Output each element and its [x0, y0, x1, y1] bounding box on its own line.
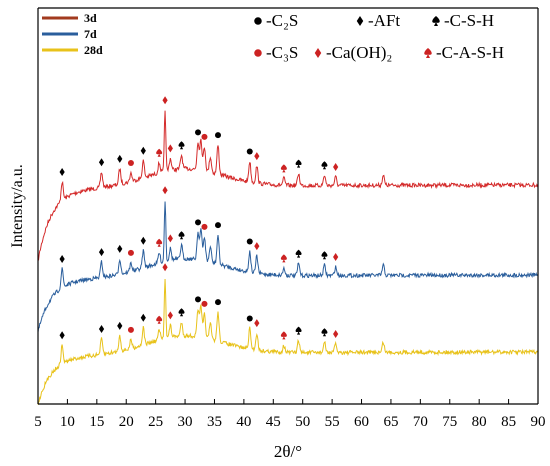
pattern-curves [37, 110, 539, 405]
axes [37, 7, 539, 405]
phase-markers [59, 96, 339, 340]
diamond-marker [140, 146, 146, 155]
circle-marker [246, 148, 253, 155]
diamond-marker [333, 252, 339, 261]
x-tick-label: 70 [413, 414, 428, 430]
circle-marker [246, 238, 253, 245]
circle-marker [195, 129, 201, 136]
circle-marker [215, 222, 221, 229]
phase-legend: -C₂S -AFt -C-S-H -C₃S -Ca(OH)₂ -C-A-S-H [254, 11, 504, 62]
diamond-marker [333, 329, 339, 338]
diamond-marker [167, 311, 173, 320]
circle-marker [201, 223, 208, 230]
spade-marker [178, 141, 185, 150]
circle-marker [127, 249, 134, 256]
diamond-marker [167, 234, 173, 243]
spade-marker [178, 308, 185, 317]
circle-marker [246, 315, 253, 322]
spade-marker [280, 331, 287, 340]
diamond-marker [98, 158, 105, 167]
legend-label-3d: 3d [84, 11, 97, 25]
spade-marker [156, 238, 163, 247]
x-tick-label: 20 [119, 414, 134, 430]
x-tick-label: 55 [325, 414, 340, 430]
diamond-marker [356, 16, 364, 26]
spade-marker [424, 48, 432, 58]
x-tick-label: 10 [60, 414, 75, 430]
x-axis-label: 2θ/° [274, 442, 302, 461]
x-tick-label: 75 [442, 414, 457, 430]
spade-marker [156, 148, 163, 157]
diamond-marker [98, 325, 105, 334]
diamond-marker [98, 248, 105, 257]
diamond-marker [162, 263, 168, 272]
circle-marker [215, 132, 221, 139]
x-tick-label: 35 [207, 414, 222, 430]
circle-marker [127, 159, 134, 166]
x-tick-label: 15 [89, 414, 104, 430]
diamond-marker [140, 236, 146, 245]
circle-marker [215, 299, 221, 306]
x-tick-label: 65 [383, 414, 398, 430]
diamond-marker [254, 242, 260, 251]
x-tick-label: 30 [178, 414, 193, 430]
phase-legend-label: -Ca(OH)₂ [326, 43, 392, 62]
diamond-marker [59, 255, 65, 264]
spade-marker [295, 326, 302, 335]
diamond-marker [162, 186, 168, 195]
spade-marker [321, 251, 328, 260]
series-legend: 3d 7d 28d [42, 11, 103, 57]
x-tick-label: 90 [531, 414, 546, 430]
phase-legend-label: -C-S-H [444, 11, 494, 30]
circle-marker [127, 326, 134, 333]
circle-marker [195, 296, 201, 303]
diamond-marker [333, 162, 339, 171]
spade-marker [321, 161, 328, 170]
diamond-marker [162, 96, 168, 105]
diamond-marker [59, 167, 65, 176]
series-line-7d [37, 201, 539, 333]
x-tick-label: 50 [295, 414, 310, 430]
spade-marker [321, 328, 328, 337]
x-ticks: 5 10 15 20 25 30 35 40 45 50 55 60 65 70 75 80 85 90 [34, 399, 546, 430]
diamond-marker [167, 144, 173, 153]
phase-legend-label: -AFt [368, 11, 400, 30]
x-tick-label: 5 [34, 414, 42, 430]
diamond-marker [254, 319, 260, 328]
series-line-28d [37, 278, 539, 405]
spade-marker [280, 164, 287, 173]
spade-marker [178, 231, 185, 240]
diamond-marker [59, 331, 65, 340]
x-tick-label: 25 [148, 414, 163, 430]
x-tick-label: 85 [501, 414, 516, 430]
spade-marker [280, 254, 287, 263]
legend-label-7d: 7d [84, 27, 97, 41]
x-tick-label: 40 [236, 414, 251, 430]
series-line-3d [37, 110, 539, 261]
circle-marker [254, 17, 262, 25]
x-tick-label: 45 [266, 414, 281, 430]
circle-marker [254, 49, 262, 57]
circle-marker [201, 133, 208, 140]
spade-marker [156, 315, 163, 324]
x-tick-label: 80 [472, 414, 487, 430]
phase-legend-label: -C₃S [266, 43, 298, 62]
diamond-marker [254, 152, 260, 161]
diamond-marker [117, 244, 123, 253]
diamond-marker [117, 321, 123, 330]
legend-label-28d: 28d [84, 43, 103, 57]
spade-marker [295, 249, 302, 258]
phase-legend-label: -C₂S [266, 11, 298, 30]
x-tick-label: 60 [354, 414, 369, 430]
diamond-marker [117, 154, 123, 163]
phase-legend-label: -C-A-S-H [436, 43, 504, 62]
circle-marker [201, 300, 208, 307]
circle-marker [195, 219, 201, 226]
diamond-marker [140, 313, 146, 322]
spade-marker [295, 159, 302, 168]
y-axis-label: Intensity/a.u. [9, 164, 26, 248]
spade-marker [432, 16, 440, 26]
diamond-marker [314, 48, 322, 58]
